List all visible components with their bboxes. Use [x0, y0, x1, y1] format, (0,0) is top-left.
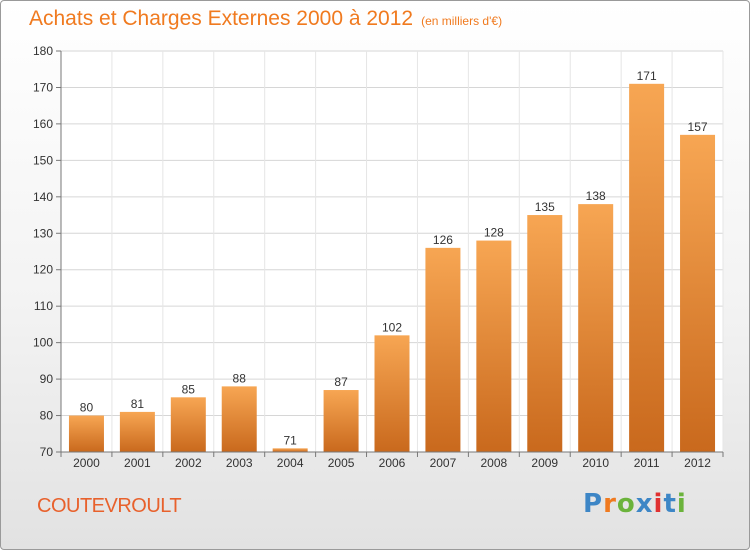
- x-axis: 2000 2001 2002 2003 2004 2005 2006 2007 2008 2009…: [60, 451, 724, 470]
- logo-letter: i: [676, 489, 687, 519]
- x-tick-label-2011: 2011: [634, 456, 660, 470]
- x-tick-label-2005: 2005: [328, 456, 355, 470]
- bars: [68, 83, 716, 453]
- logo-letter: r: [603, 489, 617, 519]
- data-label-2009: 135: [535, 200, 555, 214]
- data-label-2012: 157: [688, 120, 708, 134]
- bar-2000: [68, 415, 104, 452]
- y-tick-label: 160: [33, 117, 53, 131]
- data-label-2008: 128: [484, 226, 504, 240]
- bar-2005: [323, 390, 359, 452]
- logo-letter: o: [616, 489, 636, 519]
- x-tick-label-2006: 2006: [379, 456, 406, 470]
- bar-2010: [578, 204, 614, 452]
- logo-letter: t: [663, 489, 677, 519]
- x-tick-label-2010: 2010: [582, 456, 609, 470]
- bar-2004: [272, 448, 308, 452]
- x-tick-label-2012: 2012: [684, 456, 711, 470]
- y-tick-label: 140: [33, 190, 53, 204]
- logo-letter: x: [635, 489, 654, 519]
- bar-2008: [476, 240, 512, 452]
- data-label-2010: 138: [586, 189, 606, 203]
- y-tick-label: 70: [40, 445, 54, 459]
- bar-2007: [425, 247, 461, 452]
- y-tick-label: 100: [33, 336, 53, 350]
- y-tick-label: 80: [40, 409, 54, 423]
- x-tick-label-2001: 2001: [124, 456, 151, 470]
- logo-letter: P: [583, 489, 604, 519]
- bar-2002: [170, 397, 206, 452]
- x-tick-label-2000: 2000: [73, 456, 100, 470]
- y-tick-label: 90: [40, 372, 54, 386]
- data-label-2005: 87: [334, 375, 348, 389]
- title-text: Achats et Charges Externes 2000 à 2012: [29, 7, 414, 30]
- data-label-2007: 126: [433, 233, 453, 247]
- x-tick-label-2008: 2008: [480, 456, 507, 470]
- y-tick-label: 170: [33, 80, 53, 94]
- bar-2003: [221, 386, 257, 452]
- x-tick-label-2009: 2009: [531, 456, 558, 470]
- unit-label: (en milliers d'€): [421, 14, 503, 28]
- data-label-2000: 80: [80, 401, 94, 415]
- chart-title: Achats et Charges Externes 2000 à 2012 (e…: [29, 7, 502, 31]
- data-labels: 80 81 85 88 71 87 102 126 128 135 138 171 157: [80, 69, 708, 448]
- bar-2009: [527, 215, 563, 452]
- bar-2011: [629, 83, 665, 453]
- y-tick-label: 120: [33, 263, 53, 277]
- data-label-2001: 81: [131, 397, 145, 411]
- proxiti-logo[interactable]: Proxiti: [583, 489, 687, 519]
- data-label-2006: 102: [382, 320, 402, 334]
- x-tick-label-2002: 2002: [175, 456, 202, 470]
- x-tick-label-2004: 2004: [277, 456, 304, 470]
- town-name: COUTEVROULT: [37, 495, 182, 517]
- y-tick-label: 150: [33, 153, 53, 167]
- y-tick-label: 180: [33, 44, 53, 58]
- logo-letter: i: [653, 489, 664, 519]
- data-label-2002: 85: [182, 382, 196, 396]
- y-axis: 70 80 90 100 110 120 130 140 150 160 170 180: [33, 44, 62, 459]
- x-tick-label-2003: 2003: [226, 456, 253, 470]
- y-tick-label: 110: [34, 299, 53, 313]
- y-tick-label: 130: [33, 226, 53, 240]
- x-tick-label-2007: 2007: [430, 456, 457, 470]
- bar-2001: [119, 411, 155, 452]
- bar-2012: [680, 134, 716, 452]
- bar-2006: [374, 335, 410, 452]
- data-label-2011: 171: [637, 69, 657, 83]
- data-label-2004: 71: [283, 433, 297, 447]
- data-label-2003: 88: [233, 371, 247, 385]
